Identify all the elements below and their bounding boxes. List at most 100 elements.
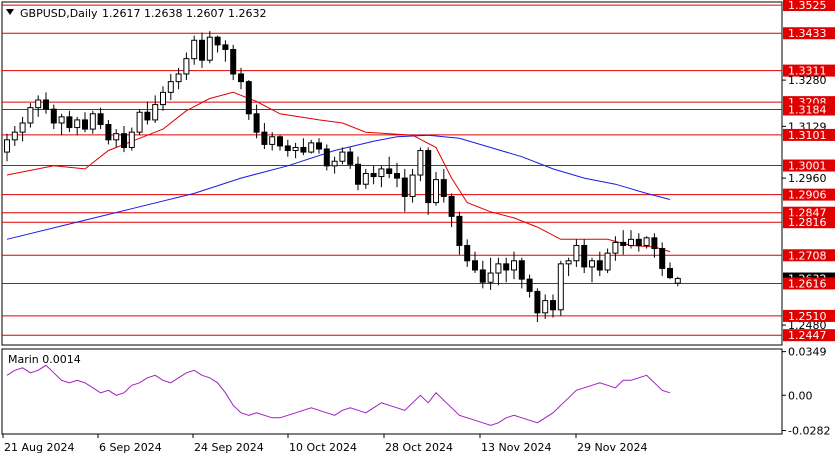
candle-bull [89,113,96,130]
candle [11,126,18,146]
candle-bear [464,244,471,262]
candle-bear [472,260,478,271]
level-price-box [783,159,835,172]
candle [534,288,541,323]
candle-bear [401,177,408,197]
level-price-box [783,329,835,342]
candle-bear [277,136,283,147]
candle [557,260,564,316]
candle [440,168,447,203]
candle-bear [50,108,57,124]
candle-bear [43,99,49,110]
candle-bear [238,73,244,83]
candle-bear [394,173,400,179]
candle [526,274,533,298]
candle [89,110,96,134]
level-price-box [783,216,835,229]
candle [245,80,252,120]
candle-bull [4,139,10,153]
support-resistance-levels [2,4,782,336]
price-pane-frame [1,1,783,346]
candle [113,129,120,148]
level-price-label: 1.3433 [788,27,827,40]
candle-bear [261,131,268,145]
level-price-box [783,188,835,201]
candle [308,139,315,154]
candle [222,40,229,62]
candle [464,239,471,267]
candle [35,95,42,117]
candle-bull [604,252,611,271]
candle [331,156,338,174]
candle-bear [425,150,432,204]
candle [612,236,619,261]
candle-bear [355,163,361,185]
candle-bull [433,179,439,204]
candle [316,138,322,154]
candle [479,260,486,289]
oscillator-tick-label: 0.0349 [788,346,827,359]
candle [511,251,517,280]
candle [339,147,346,165]
candle [573,239,580,267]
candle [4,133,10,162]
oscillator-tick-label: -0.0282 [788,425,830,438]
candle-bull [589,260,595,268]
candle-bull [557,263,564,311]
candle-bull [27,107,34,124]
candle [409,168,416,203]
candle-bear [550,300,556,311]
candle [589,257,595,283]
candle [659,242,666,277]
candle [238,67,244,90]
candle [378,165,385,188]
oscillator-pane [6,364,671,426]
level-price-box [783,103,835,116]
candle [347,147,354,169]
candle-bull [128,131,135,148]
candle-bull [160,91,166,106]
candle [643,236,650,249]
candle [370,165,377,185]
oscillator-axis-labels: 0.0349 0.00 -0.0282 [782,346,830,438]
level-price-label: 1.3525 [788,0,827,12]
candle [487,257,494,290]
candle [394,162,400,188]
candle [425,147,432,215]
candle-bull [35,99,42,109]
candle [503,257,510,283]
candle [160,86,166,111]
oscillator-line [6,364,671,426]
candle [495,257,502,286]
level-price-box [783,249,835,262]
candle-bull [612,241,619,254]
level-price-label: 1.2447 [788,329,827,342]
candle-bear [440,179,447,197]
candle-bull [542,300,549,314]
moving-averages [6,91,671,253]
candle-bear [370,173,377,178]
candle-bear [620,241,627,246]
candle [292,142,299,159]
candle-bull [495,263,502,274]
candle [74,116,81,136]
candle [518,257,525,289]
candle [199,32,205,68]
level-price-label: 1.3101 [788,129,827,142]
candle-bear [253,113,260,133]
candle [214,35,221,53]
level-price-label: 1.2616 [788,277,827,290]
price-tick-label: 1.3280 [788,74,827,87]
candle [635,233,642,252]
level-price-box [783,0,835,12]
candle [27,103,34,128]
candle-bull [511,260,517,271]
time-tick-label: 6 Sep 2024 [99,441,162,454]
time-tick-label: 21 Aug 2024 [4,441,74,454]
candle-bull [58,116,65,124]
candle-bear [651,237,658,250]
collapse-triangle-icon[interactable] [6,9,14,15]
candle-bull [152,104,159,121]
candle [121,126,127,153]
candle [97,107,104,130]
